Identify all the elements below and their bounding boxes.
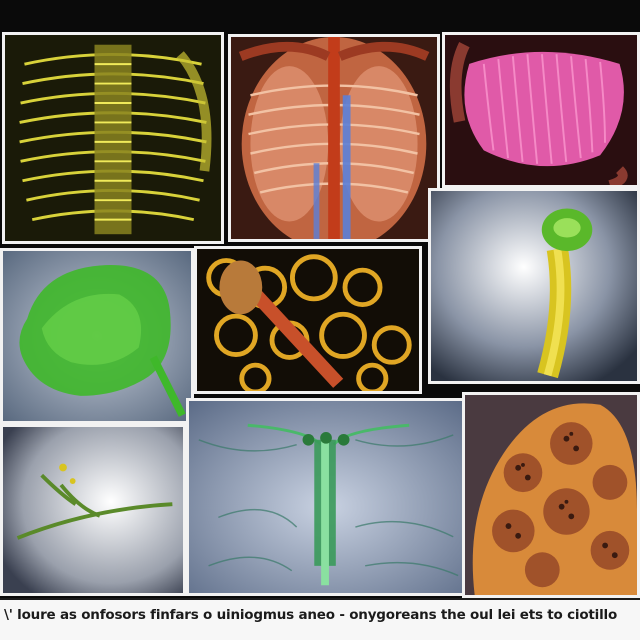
- panel-orange-torso: [228, 34, 440, 242]
- panel-yellow-stalk: [428, 188, 640, 384]
- lattice-illustration: [197, 249, 419, 391]
- pink-organ-illustration: [445, 35, 637, 185]
- stalk-illustration: [431, 191, 637, 381]
- panel-yellow-ribcage: [2, 32, 224, 244]
- blue-tissue-illustration: [189, 401, 465, 593]
- panel-yellow-lattice: [194, 246, 422, 394]
- panel-orange-cell-cluster: [462, 392, 640, 598]
- caption-bar: \' loure as onfosors finfars o uiniogmus…: [0, 598, 640, 640]
- cell-cluster-illustration: [465, 395, 637, 595]
- ribcage-illustration: [5, 35, 221, 241]
- caption-text: \' loure as onfosors finfars o uiniogmus…: [4, 607, 618, 623]
- panel-blue-tissue-vessel: [186, 398, 468, 596]
- torso-illustration: [231, 37, 437, 239]
- green-blob-illustration: [3, 251, 191, 421]
- panel-green-blob: [0, 248, 194, 424]
- panel-green-vessel-branch: [0, 424, 186, 596]
- vessel-branch-illustration: [3, 427, 183, 593]
- panel-pink-organ: [442, 32, 640, 188]
